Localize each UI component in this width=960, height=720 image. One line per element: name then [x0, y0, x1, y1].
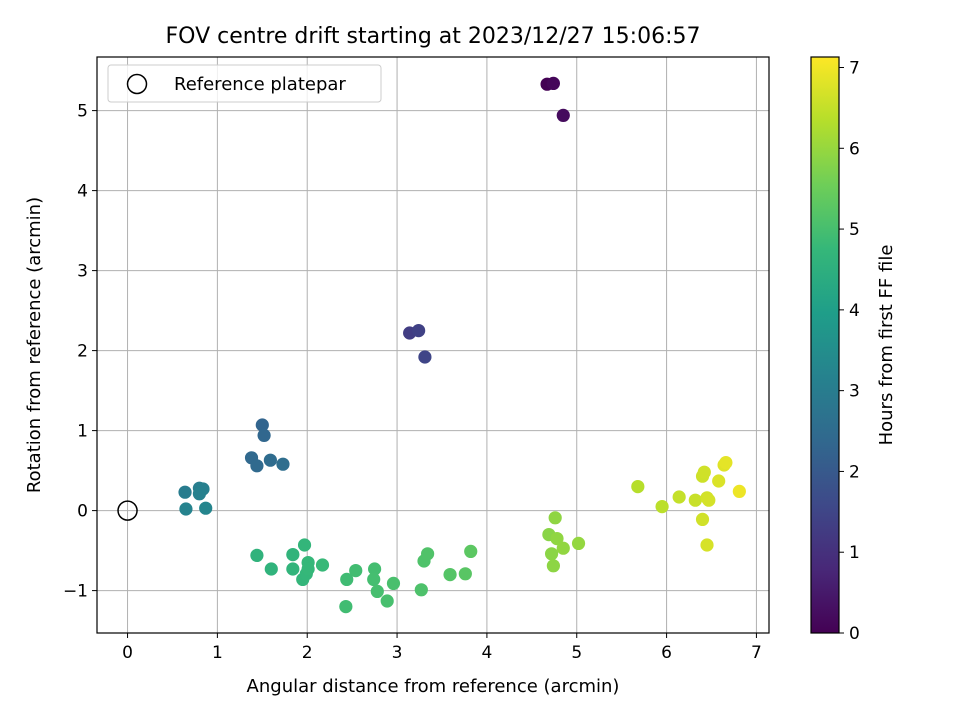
data-point: [712, 474, 726, 488]
reference-point: [117, 500, 138, 521]
data-point: [286, 562, 300, 576]
data-point: [386, 576, 401, 591]
x-axis-ticks: 0 1 2 3 4 5 6 7: [122, 633, 762, 663]
data-point: [315, 558, 330, 572]
y-tick-label: 0: [77, 502, 88, 522]
data-point: [301, 562, 315, 576]
colorbar-tick-label: 2: [849, 462, 860, 482]
data-point: [276, 457, 290, 471]
data-point: [421, 547, 435, 561]
y-axis-label: Rotation from reference (arcmin): [24, 197, 45, 493]
data-point: [380, 594, 394, 608]
colorbar-tick-label: 6: [849, 139, 860, 159]
x-tick-label: 0: [122, 643, 133, 663]
data-point: [250, 548, 264, 563]
y-tick-label: 3: [77, 262, 88, 282]
data-point: [556, 541, 570, 555]
legend-label-reference: Reference platepar: [174, 74, 346, 95]
data-point: [697, 465, 711, 479]
plot-frame: [96, 56, 770, 634]
data-point: [340, 572, 354, 587]
x-tick-label: 5: [571, 643, 582, 663]
data-point: [458, 567, 472, 581]
data-point: [443, 568, 457, 582]
data-point: [297, 538, 312, 552]
y-tick-label: 5: [77, 102, 88, 122]
colorbar-tick-label: 4: [849, 301, 860, 321]
colorbar-label: Hours from first FF file: [876, 245, 897, 446]
data-point: [286, 548, 300, 562]
data-point: [719, 456, 733, 470]
data-point: [179, 502, 193, 516]
data-point: [418, 350, 432, 364]
data-point: [250, 459, 264, 473]
chart-title: FOV centre drift starting at 2023/12/27 …: [166, 24, 701, 49]
data-point: [546, 76, 560, 90]
data-point: [695, 512, 710, 527]
data-point: [464, 544, 478, 559]
colorbar-ticks: 0 1 2 3 4 5 6 7: [839, 59, 860, 644]
colorbar-tick-label: 7: [849, 59, 860, 79]
x-axis-label: Angular distance from reference (arcmin): [247, 676, 620, 697]
data-point: [700, 538, 714, 552]
data-point: [414, 583, 428, 597]
data-point: [257, 428, 271, 442]
colorbar-gradient: [811, 57, 839, 633]
data-point: [370, 584, 384, 599]
data-point: [550, 532, 564, 546]
data-point: [412, 324, 426, 338]
data-point: [732, 484, 746, 498]
y-axis-ticks: −1 0 1 2 3 4 5: [63, 102, 97, 602]
x-tick-label: 4: [481, 643, 492, 663]
data-point: [546, 559, 560, 573]
data-point: [571, 536, 586, 551]
legend-marker-reference: [126, 73, 148, 95]
y-tick-label: 4: [77, 182, 88, 202]
legend-box: [107, 64, 382, 103]
data-point: [199, 501, 213, 515]
data-point: [178, 485, 192, 499]
y-tick-label: 2: [77, 342, 88, 362]
data-point: [672, 490, 686, 504]
y-tick-label: 1: [77, 422, 88, 442]
data-point: [349, 564, 363, 578]
data-point: [368, 562, 382, 576]
colorbar: 0 1 2 3 4 5 6 7 Hours from first FF file: [810, 56, 897, 644]
data-point: [548, 511, 562, 525]
colorbar-tick-label: 1: [849, 543, 860, 563]
data-point: [339, 600, 353, 614]
data-point: [655, 500, 669, 514]
data-point: [263, 453, 277, 467]
legend: Reference platepar: [107, 64, 382, 103]
x-tick-label: 2: [302, 643, 313, 663]
data-point: [688, 493, 702, 507]
colorbar-tick-label: 5: [849, 220, 860, 240]
data-point: [255, 418, 269, 432]
data-point: [544, 547, 559, 561]
data-points: [117, 76, 746, 614]
y-tick-label: −1: [63, 582, 88, 602]
x-tick-label: 7: [751, 643, 762, 663]
colorbar-tick-label: 3: [849, 382, 860, 402]
x-tick-label: 1: [212, 643, 223, 663]
data-point: [556, 108, 570, 122]
data-point: [631, 480, 645, 494]
data-point: [702, 493, 716, 507]
colorbar-frame: [810, 56, 840, 634]
x-tick-label: 6: [661, 643, 672, 663]
data-point: [264, 562, 278, 576]
data-point: [367, 572, 381, 587]
x-tick-label: 3: [392, 643, 403, 663]
data-point: [192, 487, 207, 501]
colorbar-tick-label: 0: [849, 624, 860, 644]
